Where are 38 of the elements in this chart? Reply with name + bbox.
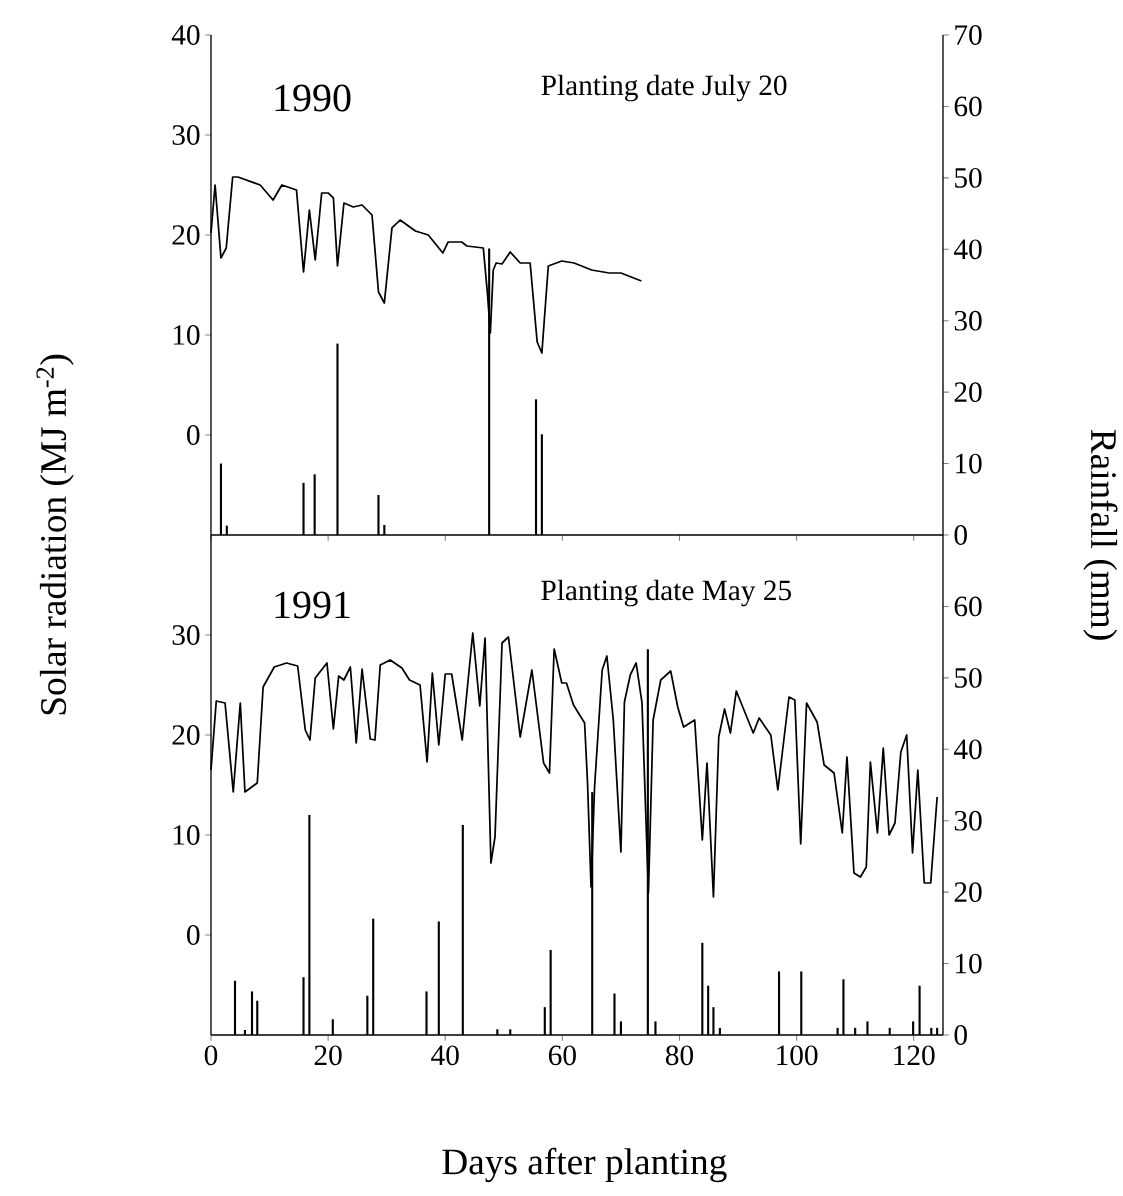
y-tick-label: 20: [172, 225, 200, 245]
x-tick-label: 120: [894, 1045, 935, 1066]
y-tick-label: 30: [172, 625, 200, 645]
x-tick-label: 100: [777, 1045, 818, 1066]
x-tick-label: 0: [204, 1045, 218, 1066]
y2-tick-label: 0: [954, 1025, 967, 1045]
y-tick-label: 10: [173, 325, 200, 345]
x-tick-label: 80: [665, 1045, 694, 1066]
annotation: Planting date July 20: [541, 74, 787, 102]
y2-axis-title: Rainfall (mm): [1083, 429, 1118, 640]
y-tick-label: 10: [173, 825, 200, 845]
y2-tick-label: 0: [954, 525, 967, 545]
x-tick-label: 40: [431, 1045, 459, 1066]
y2-tick-label: 20: [954, 382, 982, 403]
annotation: 1991: [275, 591, 350, 619]
annotation: 1990: [275, 84, 351, 112]
y2-tick-label: 10: [955, 953, 982, 974]
x-axis-title: Days after planting: [442, 1147, 727, 1183]
y2-tick-label: 20: [954, 882, 982, 903]
y-tick-label: 30: [172, 125, 200, 145]
annotation: Planting date May 25: [541, 579, 792, 607]
y2-tick-label: 50: [955, 167, 982, 188]
y-tick-label: 40: [171, 25, 200, 45]
y-axis-title: Solar radiation (MJ m$^{-2}$): [36, 354, 74, 715]
y2-tick-label: 40: [953, 739, 982, 760]
x-tick-label: 20: [314, 1045, 342, 1066]
y2-tick-label: 10: [955, 453, 982, 474]
y2-tick-label: 60: [954, 596, 982, 617]
y2-tick-label: 30: [954, 310, 982, 331]
y-tick-label: 0: [187, 925, 200, 945]
y-tick-label: 20: [172, 725, 200, 745]
y2-tick-label: 60: [954, 96, 982, 117]
y2-tick-label: 30: [954, 810, 982, 831]
y2-tick-label: 70: [955, 25, 982, 45]
y2-tick-label: 40: [953, 239, 982, 260]
y-tick-label: 0: [187, 425, 200, 445]
x-tick-label: 60: [548, 1045, 576, 1066]
y2-tick-label: 50: [955, 667, 982, 688]
